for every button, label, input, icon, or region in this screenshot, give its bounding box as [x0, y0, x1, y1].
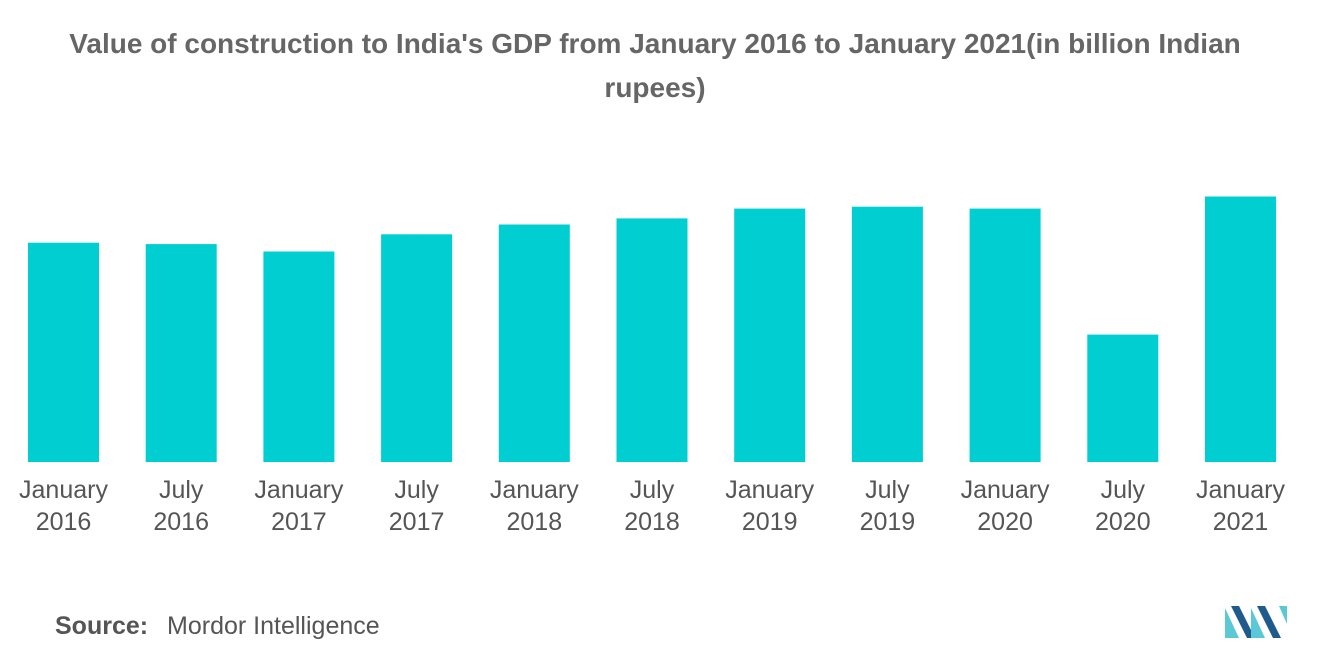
logo-shape-mid-right [1251, 608, 1265, 638]
x-tick-label: July [630, 476, 675, 504]
x-tick-label: 2018 [506, 508, 562, 536]
x-tick-label: 2018 [624, 508, 680, 536]
x-tick-label: January [961, 476, 1050, 504]
x-tick-label: 2020 [1095, 508, 1151, 536]
bar-chart: January 2016 July 2016 January 2017 July 2017 Ja… [19, 196, 1285, 536]
logo-shape-left [1225, 608, 1239, 638]
bar-july-2019 [851, 206, 923, 462]
x-tick-label: January [725, 476, 814, 504]
logo-shape-right [1257, 606, 1281, 638]
bar-july-2018 [616, 218, 688, 462]
x-tick-label: 2017 [271, 508, 327, 536]
mordor-intelligence-logo [1225, 606, 1287, 638]
x-tick-label: 2019 [860, 508, 916, 536]
source-value: Mordor Intelligence [167, 612, 380, 640]
source-line: Source: Mordor Intelligence [55, 612, 380, 641]
x-tick-label: July [159, 476, 204, 504]
source-label: Source: [55, 612, 149, 640]
x-tick-label: July [394, 476, 439, 504]
chart-title: Value of construction to India's GDP fro… [69, 28, 1241, 103]
x-tick-label: 2017 [389, 508, 445, 536]
x-axis-labels: January 2016 July 2016 January 2017 July 2017 Ja… [19, 476, 1285, 536]
x-tick-label: January [19, 476, 108, 504]
x-tick-label: July [1101, 476, 1146, 504]
bars-group [28, 196, 1276, 462]
x-tick-label: July [865, 476, 910, 504]
bar-january-2021 [1205, 196, 1276, 462]
x-tick-label: 2020 [977, 508, 1033, 536]
bar-january-2020 [969, 208, 1041, 462]
x-tick-label: 2016 [36, 508, 92, 536]
bar-july-2016 [145, 244, 217, 462]
bar-july-2020 [1087, 334, 1159, 462]
logo-shape-end [1279, 606, 1287, 624]
x-tick-label: January [254, 476, 343, 504]
x-tick-label: January [490, 476, 579, 504]
bar-january-2018 [498, 224, 570, 462]
bar-january-2016 [28, 242, 99, 462]
x-tick-label: January [1196, 476, 1285, 504]
x-tick-label: 2021 [1213, 508, 1269, 536]
x-tick-label: 2019 [742, 508, 798, 536]
bar-january-2019 [734, 208, 806, 462]
x-tick-label: 2016 [153, 508, 209, 536]
logo-shape-mid-left [1231, 606, 1255, 638]
bar-july-2017 [381, 234, 453, 462]
bar-january-2017 [263, 251, 335, 462]
